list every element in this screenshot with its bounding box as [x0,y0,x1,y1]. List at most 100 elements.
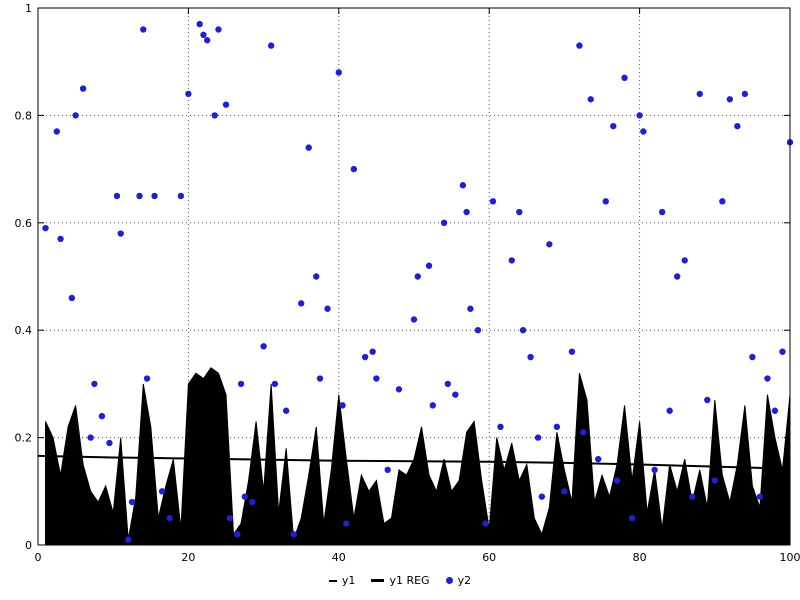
y2-scatter-point [361,353,369,361]
legend-label-y1-reg: y1 REG [389,574,430,587]
x-tick-label: 20 [181,551,195,564]
legend-item-y2: y2 [445,574,472,587]
y2-scatter-point [628,514,636,522]
y2-scatter-point [215,26,222,33]
y2-scatter-point [42,224,49,232]
y2-scatter-point [267,42,275,49]
y-tick-label: 0.6 [15,217,33,230]
y2-scatter-point [640,128,647,135]
y2-scatter-point [196,20,203,28]
y2-scatter-point [241,493,248,500]
y2-scatter-point [384,466,391,474]
y2-scatter-point [177,192,185,200]
y2-scatter-point [474,327,482,334]
y2-scatter-point [136,192,143,200]
y2-scatter-point [369,348,376,355]
y2-scatter-point [595,455,602,463]
y2-scatter-point [298,300,305,307]
y2-scatter-point [452,391,459,398]
y2-scatter-point [350,165,358,173]
y2-scatter-point [339,402,346,409]
y2-scatter-point [140,26,147,33]
y-tick-label: 0 [25,539,32,552]
y2-scatter-point [463,208,470,216]
y2-scatter-point [568,348,576,355]
y2-scatter-point [467,305,474,312]
y2-scatter-point [749,353,756,361]
y2-scatter-point [527,353,534,361]
y2-scatter-point [444,380,452,388]
legend-item-y1-reg: y1 REG [371,574,430,587]
y2-scatter-point [211,112,218,119]
y2-scatter-point [373,375,380,382]
x-tick-label: 0 [35,551,42,564]
y2-scatter-point [305,144,312,151]
y2-scatter-point [106,439,113,447]
y2-scatter-point [91,380,98,388]
y2-scatter-point [128,498,136,506]
y2-scatter-point [151,192,158,200]
y2-scatter-point [143,375,151,382]
y2-scatter-point [621,74,628,82]
y2-scatter-point [410,316,418,323]
legend-label-y2: y2 [457,574,472,587]
y2-scatter-point [158,488,166,495]
y2-scatter-point [68,294,76,302]
y-tick-label: 0.8 [15,109,33,122]
y2-scatter-point [290,531,297,538]
y2-scatter-point [696,90,703,98]
x-tick-label: 40 [332,551,346,564]
y2-scatter-point [580,429,587,436]
y2-scatter-point [587,96,594,103]
y-tick-label: 1 [25,2,32,15]
y2-scatter-point [414,273,421,280]
y2-scatter-point [482,520,489,527]
y2-scatter-point [779,348,786,355]
y1-area-series [45,367,791,546]
y2-scatter-point [519,327,527,334]
plot-border [37,7,791,546]
y-tick-label: 0.4 [15,324,33,337]
y2-scatter-point [681,257,688,264]
y1-reg-line-legend-marker [371,579,385,582]
y2-scatter-point [316,375,324,382]
y2-scatter-point [226,514,233,522]
chart-legend: y1 y1 REG y2 [0,574,800,587]
y2-scatter-point [602,198,609,205]
y2-scatter-point [237,380,245,388]
y2-scatter-point [719,198,726,205]
x-tick-label: 80 [633,551,647,564]
y2-scatter-point [658,208,666,216]
y-tick-label: 0.2 [15,432,33,445]
y2-scatter-point [704,396,711,404]
y2-scatter-point [260,343,267,350]
y1-regression-line [37,454,791,470]
y2-scatter-point [764,375,771,382]
y2-scatter-point [561,488,568,495]
y2-scatter-point [651,466,658,474]
y2-scatter-point [271,380,279,388]
x-tick-label: 100 [780,551,800,564]
y2-scatter-point [204,37,211,44]
y2-scatter-point [610,122,617,130]
y2-scatter-point [689,493,696,500]
y2-scatter-point [636,112,643,119]
y2-scatter-point [459,182,467,189]
y2-scatter-point [249,498,256,506]
y1-area-legend-marker [328,579,337,582]
y2-scatter-point [125,536,132,543]
y2-scatter-point [282,407,290,414]
y2-scatter-point [576,42,583,49]
y2-scatter-point [734,122,741,130]
y2-scatter-point [53,128,60,135]
y2-scatter-point [429,402,436,409]
legend-item-y1: y1 [328,574,355,587]
y2-scatter-point [113,192,121,200]
y2-scatter-point [534,434,542,441]
y2-scatter-point [79,85,87,92]
y2-scatter-point [771,407,779,414]
y2-scatter-point [756,493,764,500]
y2-scatter-point [489,198,497,205]
y2-scatter-point [674,273,681,280]
